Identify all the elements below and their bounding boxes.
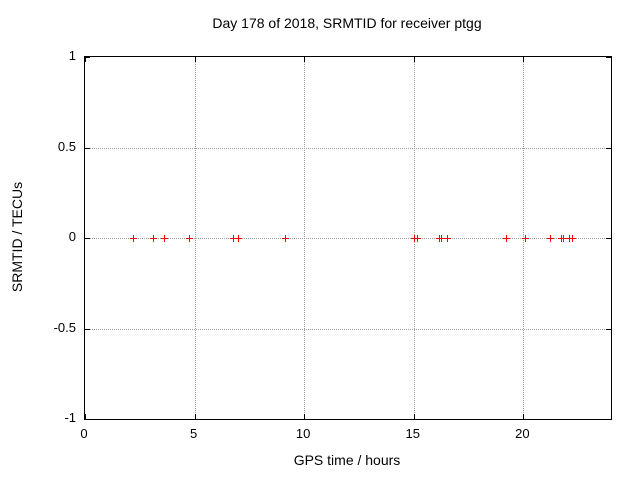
plus-icon [447,234,449,242]
x-tick-mark [85,414,86,419]
y-tick-label: -1 [64,410,76,425]
x-tick-mark [304,414,306,419]
y-gridline [85,147,611,149]
plot-area [84,56,612,420]
plus-icon [233,234,235,242]
y-tick-mark [606,328,611,330]
data-point-marker [547,234,555,242]
data-point-marker [502,234,510,242]
x-tick-mark [523,57,525,62]
x-tick-label: 0 [80,426,88,441]
y-gridline [85,328,611,330]
x-tick-label: 15 [405,426,420,441]
x-tick-mark [194,57,196,62]
x-tick-mark [304,57,306,62]
data-point-marker [414,234,422,242]
y-tick-mark [85,147,90,149]
x-tick-mark [194,414,196,419]
plus-icon [563,234,565,242]
data-point-marker [160,234,168,242]
y-tick-label: -0.5 [53,319,76,335]
y-tick-label: 1 [68,48,76,63]
y-axis-title: SRMTID / TECUs [9,181,25,293]
plus-icon [568,234,570,242]
plus-icon [441,234,443,242]
plus-icon [550,234,552,242]
y-tick-mark [606,57,611,58]
y-tick-label: 0.5 [57,138,76,154]
x-tick-mark [85,57,86,62]
data-point-marker [438,234,446,242]
x-axis-title: GPS time / hours [293,452,401,468]
y-tick-mark [606,419,611,420]
y-tick-mark [85,419,90,420]
plus-icon [285,234,287,242]
data-point-marker [565,234,573,242]
plus-icon [152,234,154,242]
plus-icon [505,234,507,242]
data-point-marker [282,234,290,242]
y-tick-mark [606,238,611,239]
y-tick-label: 0 [68,229,76,244]
data-point-marker [230,234,238,242]
x-tick-mark [413,414,415,419]
y-tick-mark [85,238,90,239]
y-tick-mark [606,147,611,149]
x-tick-mark [413,57,415,62]
data-point-marker [444,234,452,242]
data-point-marker [149,234,157,242]
chart-title: Day 178 of 2018, SRMTID for receiver ptg… [212,15,482,31]
plus-icon [132,234,134,242]
x-tick-label: 5 [189,426,198,441]
y-tick-mark [85,57,90,58]
data-point-marker [560,234,568,242]
plus-icon [572,234,574,242]
plus-icon [417,234,419,242]
data-point-marker [522,234,530,242]
plus-icon [188,234,190,242]
data-point-marker [234,234,242,242]
data-point-marker [569,234,577,242]
x-tick-label: 20 [515,426,530,441]
x-tick-label: 10 [295,426,311,441]
plus-icon [237,234,239,242]
data-point-marker [185,234,193,242]
x-tick-mark [523,414,525,419]
data-point-marker [129,234,137,242]
y-gridline [85,238,611,239]
plus-icon [163,234,165,242]
y-tick-mark [85,328,90,330]
plus-icon [525,234,527,242]
